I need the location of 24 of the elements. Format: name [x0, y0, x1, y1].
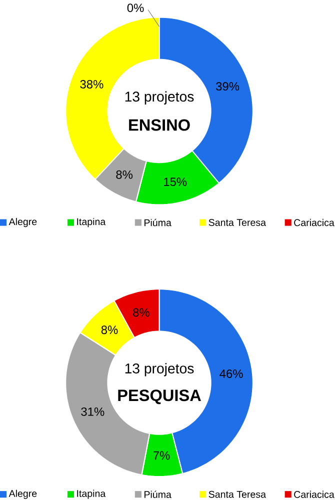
- legend-label: Itapina: [76, 218, 106, 228]
- data-label: 8%: [132, 308, 150, 317]
- data-label: 7%: [153, 451, 170, 460]
- legend-label: Santa Teresa: [208, 219, 266, 226]
- data-label: 8%: [116, 170, 132, 179]
- legend-label: Cariacica: [294, 490, 334, 498]
- legend-label: Piúma: [144, 490, 172, 498]
- text: ENSINO: [128, 119, 190, 131]
- data-label: 39%: [216, 82, 239, 91]
- legend-label: Alegre: [8, 218, 36, 228]
- text: 13 projetos: [125, 363, 194, 376]
- text: 0%: [127, 4, 144, 12]
- data-label: 8%: [101, 326, 118, 334]
- text: 13 projetos: [125, 91, 194, 104]
- legend-label: Piúma: [144, 218, 172, 226]
- legend-label: Itapina: [76, 490, 106, 499]
- legend-label: Santa Teresa: [208, 490, 266, 498]
- data-label: 31%: [80, 407, 104, 416]
- legend-label: Cariacica: [294, 218, 334, 226]
- data-label: 15%: [164, 178, 186, 186]
- data-label: 38%: [80, 80, 104, 88]
- data-label: 46%: [219, 369, 243, 378]
- text: PESQUISA: [118, 390, 201, 404]
- legend-label: Alegre: [8, 490, 36, 499]
